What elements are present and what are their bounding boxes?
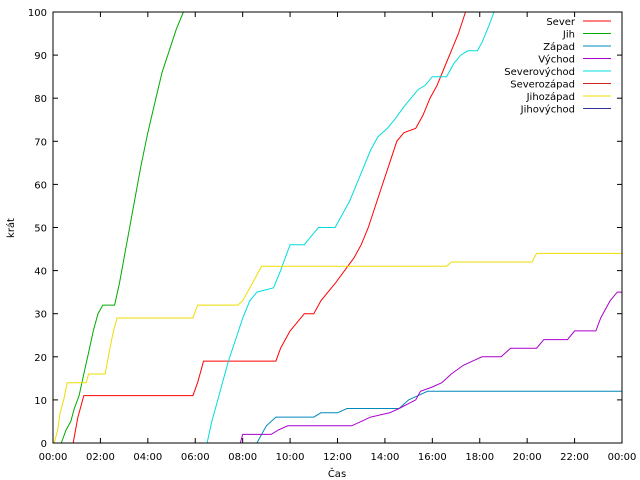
x-tick-label: 22:00 (560, 452, 589, 463)
series-layer (53, 11, 622, 444)
y-tick-label: 60 (34, 180, 47, 191)
y-tick-label: 30 (34, 310, 47, 321)
x-tick-label: 12:00 (323, 452, 352, 463)
x-tick-label: 10:00 (276, 452, 305, 463)
y-tick-label: 70 (34, 137, 47, 148)
x-tick-label: 08:00 (228, 452, 257, 463)
y-tick-label: 10 (34, 396, 47, 407)
x-tick-label: 18:00 (465, 452, 494, 463)
legend-label: Severovýchod (504, 66, 575, 78)
legend-label: Severozápad (510, 79, 575, 91)
legend-label: Jih (562, 30, 575, 41)
legend: Sever JihZápadVýchodSeverovýchodSeverozáp… (504, 17, 611, 116)
legend-label: Východ (538, 54, 575, 66)
legend-label: Jihozápad (526, 91, 575, 103)
y-tick-label: 0 (41, 439, 47, 450)
legend-label: Západ (543, 41, 575, 53)
series-line-4 (239, 291, 622, 444)
x-tick-label: 06:00 (181, 452, 210, 463)
x-tick-label: 16:00 (418, 452, 447, 463)
y-tick-label: 80 (34, 94, 47, 105)
x-tick-label: 20:00 (513, 452, 542, 463)
legend-label: Sever (546, 17, 576, 28)
x-tick-label: 02:00 (86, 452, 115, 463)
axis-ticks: 0 10 20 30 40 50 60 70 80 90 100 00:00 02:00 04:00 06:… (28, 8, 637, 463)
series-line-2 (60, 11, 184, 444)
series-line-3 (256, 390, 622, 444)
series-line-5 (206, 11, 495, 444)
series-line-1 (72, 11, 466, 444)
x-tick-label: 00:00 (39, 452, 68, 463)
legend-label: Jihovýchod (520, 104, 575, 116)
x-tick-label: 14:00 (371, 452, 400, 463)
series-line-7 (53, 252, 622, 444)
y-axis-label: krát (5, 218, 17, 238)
y-tick-label: 50 (34, 224, 47, 235)
x-tick-label: 04:00 (133, 452, 162, 463)
y-tick-label: 90 (34, 51, 47, 62)
x-tick-label: 00:00 (608, 452, 637, 463)
y-tick-label: 40 (34, 267, 47, 278)
y-tick-label: 100 (28, 8, 47, 19)
x-axis-label: Čas (328, 467, 346, 480)
y-tick-label: 20 (34, 353, 47, 364)
